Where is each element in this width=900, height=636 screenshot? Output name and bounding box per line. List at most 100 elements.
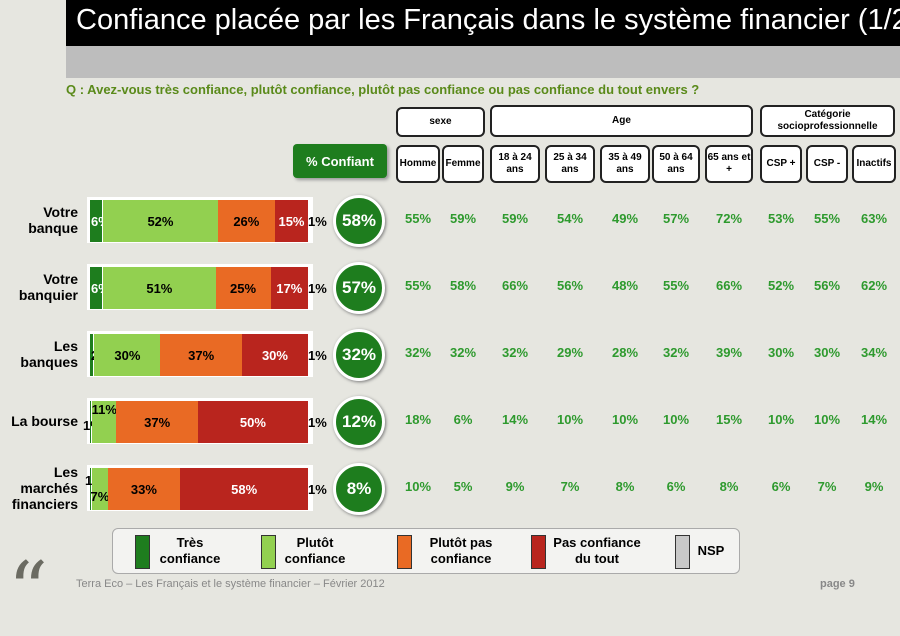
pct-confiant-circle: 58% <box>333 195 385 247</box>
bar-segment-label: 33% <box>130 482 157 497</box>
row-label: Votre banque <box>28 204 78 236</box>
breakdown-value: 10% <box>556 412 584 427</box>
bar-segment-label: 58% <box>231 482 258 497</box>
row-label: Les banques <box>20 338 78 370</box>
breakdown-value: 55% <box>813 211 841 226</box>
legend-swatch-nsp <box>675 535 690 569</box>
breakdown-value: 55% <box>662 278 690 293</box>
column-header: 50 à 64 ans <box>652 145 700 183</box>
bar-segment <box>103 267 216 309</box>
legend-swatch-pas-du-tout <box>531 535 546 569</box>
pct-confiant-header: % Confiant <box>293 144 387 178</box>
nsp-value: 1% <box>308 214 327 229</box>
bar-frame: 6% 52% 26% 15% <box>87 197 313 243</box>
breakdown-value: 10% <box>662 412 690 427</box>
bar-segment <box>197 401 308 443</box>
breakdown-value: 28% <box>611 345 639 360</box>
legend: Très confiance Plutôt confiance Plutôt p… <box>112 528 740 574</box>
breakdown-value: 34% <box>860 345 888 360</box>
page-number: page 9 <box>820 578 855 590</box>
breakdown-value: 55% <box>404 278 432 293</box>
bar-segment <box>103 200 218 242</box>
breakdown-value: 5% <box>453 479 473 494</box>
breakdown-value: 15% <box>715 412 743 427</box>
breakdown-value: 30% <box>767 345 795 360</box>
breakdown-value: 14% <box>501 412 529 427</box>
bar-segment-label: 50% <box>239 415 266 430</box>
column-header: 25 à 34 ans <box>545 145 595 183</box>
pct-confiant-circle: 32% <box>333 329 385 381</box>
nsp-value: 1% <box>308 482 327 497</box>
quote-logo: “ <box>8 546 48 636</box>
breakdown-value: 6% <box>453 412 473 427</box>
breakdown-value: 32% <box>449 345 477 360</box>
breakdown-value: 58% <box>449 278 477 293</box>
breakdown-value: 54% <box>556 211 584 226</box>
bar-segment-label: 25% <box>230 281 257 296</box>
bar-segment <box>90 200 104 242</box>
bar-segment-label: 37% <box>144 415 171 430</box>
breakdown-value: 10% <box>404 479 432 494</box>
breakdown-value: 63% <box>860 211 888 226</box>
bar-segment <box>92 401 117 443</box>
bar-segment <box>90 401 93 443</box>
legend-swatch-plutot <box>261 535 276 569</box>
legend-label-pas-du-tout: Pas confiance du tout <box>553 535 641 566</box>
breakdown-value: 8% <box>615 479 635 494</box>
column-header: Inactifs <box>852 145 896 183</box>
column-header: CSP - <box>806 145 848 183</box>
bar-segment <box>241 334 308 376</box>
breakdown-value: 6% <box>666 479 686 494</box>
bar-segment <box>274 200 308 242</box>
subtitle-band <box>66 46 900 78</box>
nsp-value: 1% <box>308 281 327 296</box>
breakdown-value: 66% <box>715 278 743 293</box>
bar-frame: 1%11%37%50% <box>83 398 313 444</box>
column-header: Homme <box>396 145 440 183</box>
breakdown-value: 59% <box>449 211 477 226</box>
breakdown-value: 9% <box>505 479 525 494</box>
breakdown-value: 18% <box>404 412 432 427</box>
bar-segment-label: 51% <box>146 281 173 296</box>
breakdown-value: 32% <box>501 345 529 360</box>
legend-label-nsp: NSP <box>697 543 725 558</box>
row-label: La bourse <box>11 413 78 429</box>
breakdown-value: 53% <box>767 211 795 226</box>
pct-confiant-circle: 57% <box>333 262 385 314</box>
bar-segment <box>107 468 181 510</box>
pct-confiant-circle: 12% <box>333 396 385 448</box>
bar-segment-label: 26% <box>233 214 260 229</box>
breakdown-value: 48% <box>611 278 639 293</box>
legend-label-tres: Très confiance <box>159 535 221 566</box>
bar-segment-label: 7% <box>90 489 110 504</box>
breakdown-value: 52% <box>767 278 795 293</box>
breakdown-value: 14% <box>860 412 888 427</box>
breakdown-value: 32% <box>404 345 432 360</box>
bar-segment-label: 30% <box>114 348 141 363</box>
bar-segment <box>92 468 108 510</box>
nsp-value: 1% <box>308 348 327 363</box>
breakdown-value: 39% <box>715 345 743 360</box>
page-title: Confiance placée par les Français dans l… <box>76 4 900 36</box>
bar-segment <box>94 334 161 376</box>
bar-frame: 1%7%33%58% <box>85 465 313 511</box>
breakdown-value: 56% <box>813 278 841 293</box>
legend-label-plutot-pas: Plutôt pas confiance <box>429 535 493 566</box>
row-label: Les marchés financiers <box>11 464 78 512</box>
bar-segment <box>90 267 104 309</box>
breakdown-value: 30% <box>813 345 841 360</box>
breakdown-value: 55% <box>404 211 432 226</box>
breakdown-value: 9% <box>864 479 884 494</box>
breakdown-value: 72% <box>715 211 743 226</box>
pct-confiant-circle: 8% <box>333 463 385 515</box>
column-header: Femme <box>442 145 484 183</box>
bar-segment-label: 11% <box>91 402 117 417</box>
survey-question: Q : Avez-vous très confiance, plutôt con… <box>66 82 700 97</box>
breakdown-value: 6% <box>771 479 791 494</box>
breakdown-value: 7% <box>560 479 580 494</box>
legend-swatch-plutot-pas <box>397 535 412 569</box>
column-header: 65 ans et + <box>705 145 753 183</box>
bar-segment <box>90 334 95 376</box>
bar-segment-label: 17% <box>276 281 303 296</box>
breakdown-value: 10% <box>813 412 841 427</box>
